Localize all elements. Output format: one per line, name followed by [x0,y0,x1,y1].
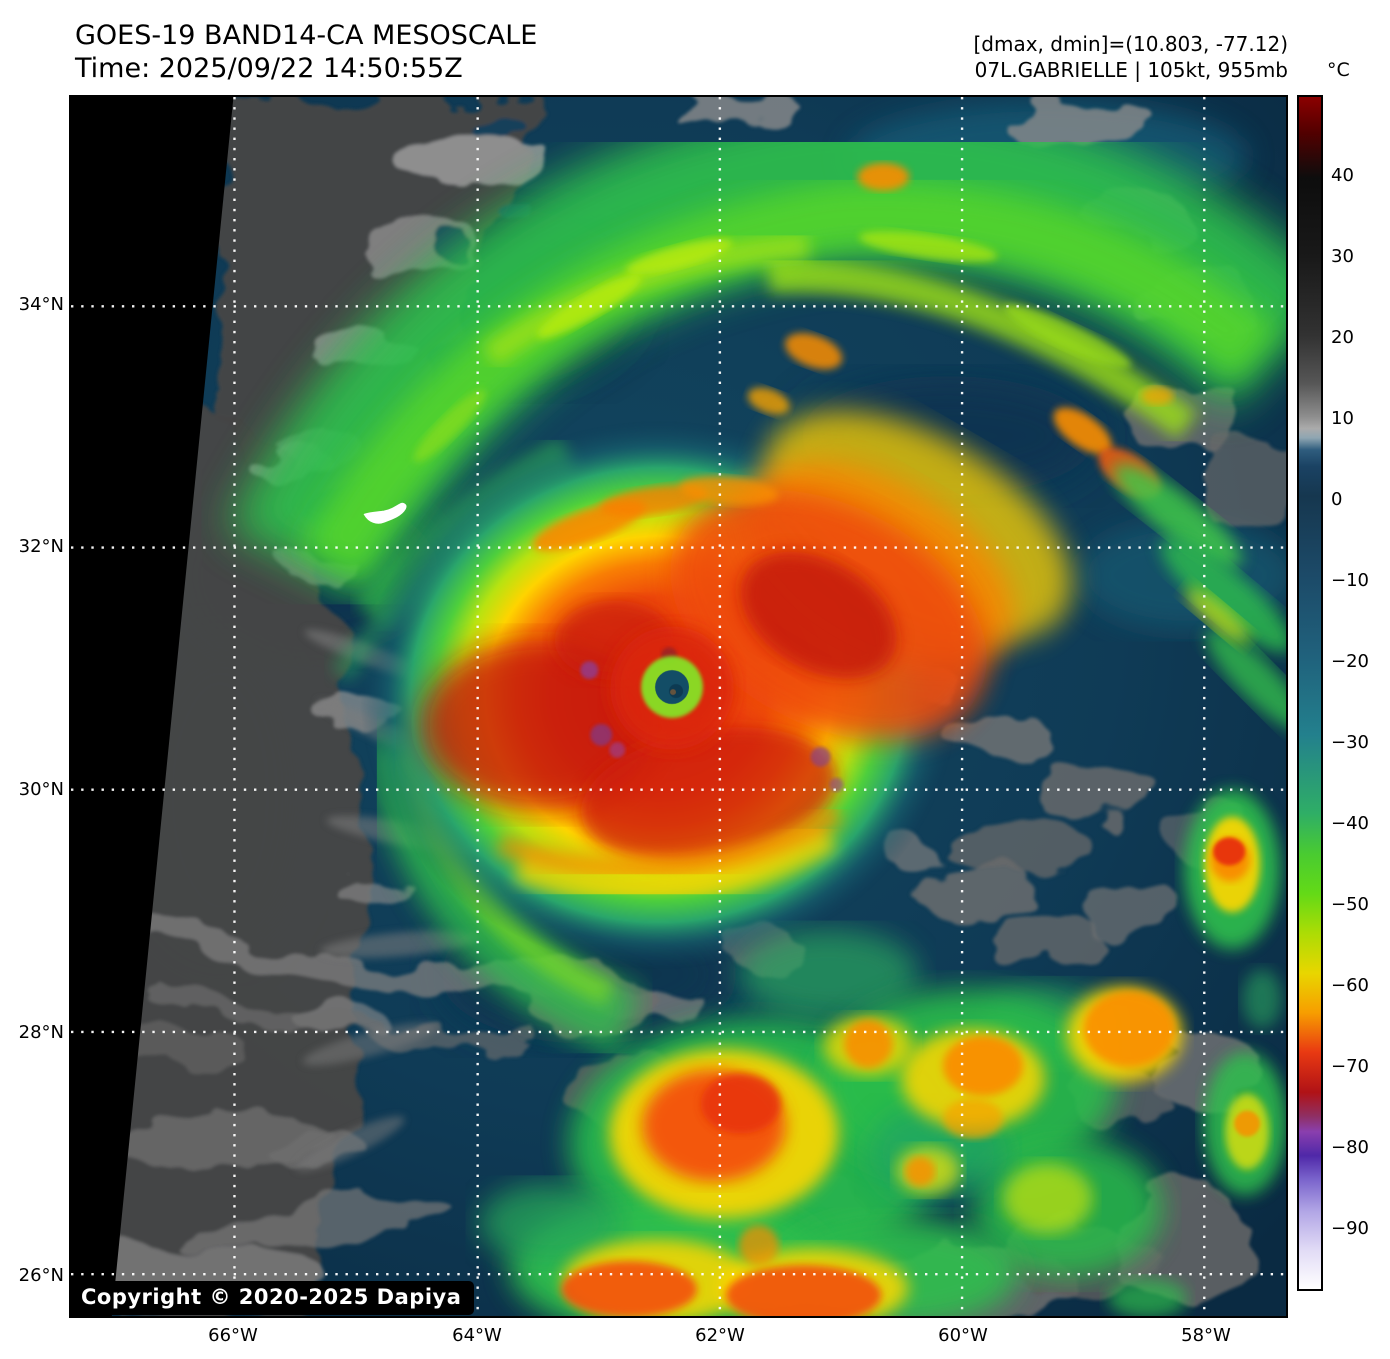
colorbar-tick: −60 [1331,975,1369,996]
colorbar-unit-label: °C [1327,59,1350,81]
colorbar-tick: −30 [1331,732,1369,753]
dmax-dmin-label: [dmax, dmin]=(10.803, -77.12) [973,32,1288,56]
colorbar-ticks: 40 30 20 10 0 −10 −20 −30 −40 −50 −60 −7… [1331,95,1387,1291]
lon-tick-label: 64°W [452,1325,502,1346]
lat-tick-label: 32°N [18,536,64,557]
satellite-map-frame [69,95,1288,1318]
colorbar-tick: −40 [1331,813,1369,834]
info-block: [dmax, dmin]=(10.803, -77.12) 07L.GABRIE… [973,31,1288,83]
colorbar-tick: 30 [1331,246,1354,267]
lat-tick-label: 26°N [18,1265,64,1286]
timestamp-label: Time: 2025/09/22 14:50:55Z [75,53,463,84]
lon-tick-label: 58°W [1181,1325,1231,1346]
lon-tick-label: 62°W [695,1325,745,1346]
hurricane-core [360,410,1072,970]
no-data-wedge [71,97,234,1316]
satellite-image [71,97,1286,1316]
lon-tick-label: 66°W [208,1325,258,1346]
copyright-badge: Copyright © 2020-2025 Dapiya [71,1281,475,1315]
lon-tick-label: 60°W [938,1325,988,1346]
colorbar-tick: −80 [1331,1137,1369,1158]
colorbar-tick: 0 [1331,489,1343,510]
bermuda-island [363,502,407,524]
lat-tick-label: 28°N [18,1022,64,1043]
lat-tick-label: 30°N [18,779,64,800]
colorbar-tick: −20 [1331,651,1369,672]
colorbar-gradient [1297,95,1323,1291]
storm-status-label: 07L.GABRIELLE | 105kt, 955mb [974,58,1288,82]
southern-convection [479,929,1183,1316]
colorbar-tick: −70 [1331,1056,1369,1077]
lat-tick-label: 34°N [18,294,64,315]
colorbar-tick: 40 [1331,165,1354,186]
colorbar-tick: −90 [1331,1218,1369,1239]
colorbar-tick: −10 [1331,570,1369,591]
colorbar-tick: −50 [1331,894,1369,915]
hurricane-eye [641,656,703,718]
right-edge-cells [1107,789,1286,1316]
page-title: GOES-19 BAND14-CA MESOSCALE [75,20,538,51]
colorbar-tick: 10 [1331,408,1354,429]
colorbar-tick: 20 [1331,327,1354,348]
